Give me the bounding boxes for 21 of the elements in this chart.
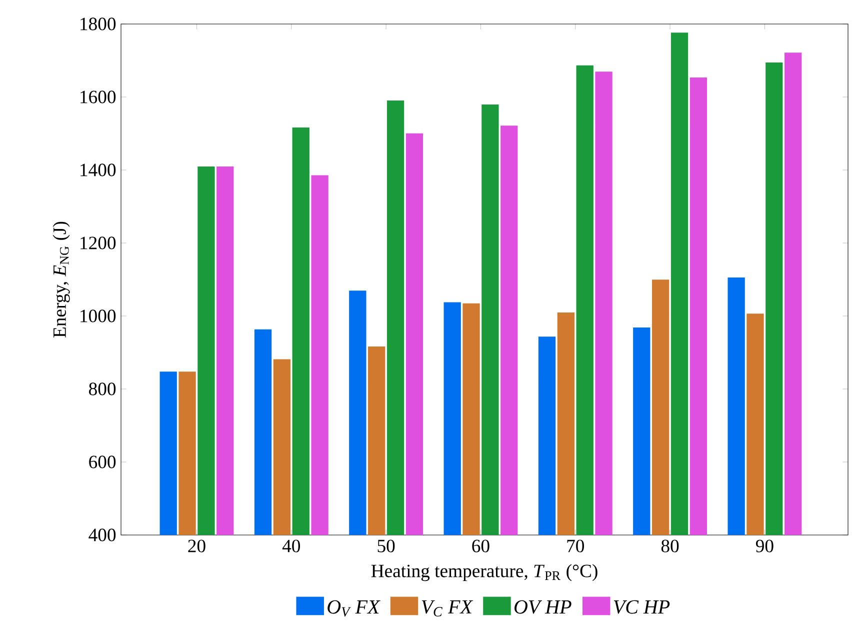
legend-label: VC HP [614, 600, 670, 614]
y-tick-label: 800 [89, 382, 116, 396]
legend-label: V$_{C}$ FX [422, 600, 474, 616]
legend-label: O$_{V}$ FX [328, 600, 380, 617]
y-tick-label: 1600 [80, 90, 116, 104]
x-tick-label: 40 [282, 540, 300, 552]
x-tick-label: 60 [472, 540, 490, 552]
x-axis-title: Heating temperature, T$_{PR}$ (°C) [371, 564, 598, 582]
y-axis-title: Energy, E$_{NG}$ (J) [52, 222, 70, 338]
y-tick-label: 1200 [80, 236, 116, 250]
y-tick-label: 600 [89, 456, 116, 468]
x-tick-label: 20 [188, 540, 206, 552]
x-tick-label: 70 [567, 540, 584, 552]
x-tick-label: 50 [378, 540, 395, 552]
y-tick-label: 1800 [80, 18, 116, 30]
y-tick-label: 1000 [80, 310, 116, 322]
x-tick-label: 90 [756, 540, 774, 552]
legend-label: OV HP [514, 600, 572, 614]
y-tick-label: 400 [88, 528, 116, 542]
y-tick-label: 1400 [80, 164, 116, 176]
x-tick-label: 80 [661, 540, 679, 552]
